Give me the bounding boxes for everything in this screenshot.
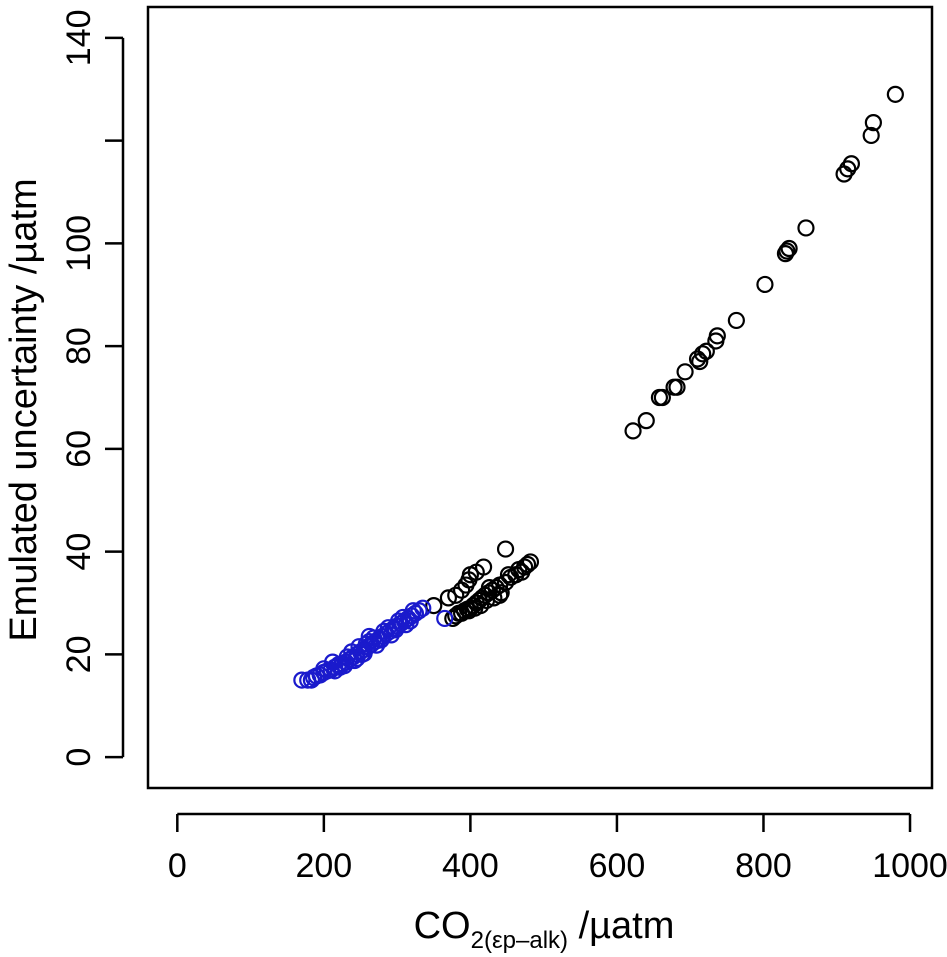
data-point [315,660,333,678]
x-tick-label: 400 [442,847,499,885]
data-point [410,602,428,620]
data-point [496,540,515,558]
data-point [460,602,478,620]
data-point [835,165,853,183]
data-point [727,311,745,330]
data-point [453,581,471,599]
data-point [797,219,815,237]
data-point [839,160,857,178]
x-tick-label: 600 [589,847,646,885]
data-point [436,609,454,628]
x-tick-label: 0 [168,847,187,885]
data-point [379,619,397,637]
data-point [676,363,694,381]
x-axis-title-subscript: 2(εp–alk) [471,927,568,954]
x-axis: 0 200 400 600 800 1000 [168,812,947,885]
data-point [637,412,655,430]
plot-frame [146,5,934,790]
data-point [401,612,419,630]
y-tick-label: 40 [60,533,98,571]
data-point [776,245,795,263]
data-point [624,422,642,440]
y-axis-title: Emulated uncertainty /µatm [3,178,45,641]
data-points [293,85,904,689]
data-point [457,576,475,594]
data-point [756,275,774,294]
data-point [444,609,462,628]
data-point [842,155,861,173]
data-point [425,596,443,615]
series-0 [425,85,904,628]
data-point [688,350,707,368]
y-axis: 0 20 40 60 80 100 140 [60,9,125,767]
y-tick-label: 100 [60,215,98,272]
data-point [862,126,880,145]
data-point [510,561,528,579]
y-tick-label: 140 [60,9,98,66]
data-point [694,345,712,363]
data-point [439,589,458,607]
x-tick-label: 1000 [872,847,947,885]
data-point [302,671,320,689]
data-point [335,657,353,675]
data-point [650,388,669,407]
data-point [447,586,465,604]
data-point [864,114,882,132]
data-point [387,621,405,639]
data-point [326,662,344,680]
data-point [499,566,518,584]
series-1 [293,599,454,689]
x-tick-label: 800 [735,847,792,885]
data-point [355,644,373,662]
x-axis-title: CO2(εp–alk) /µatm [414,905,675,954]
data-point [491,586,509,604]
data-point [414,599,432,617]
data-point [886,85,904,103]
data-point [665,378,683,396]
data-point [707,332,725,350]
x-axis-title-main: CO [414,905,471,947]
data-point [521,553,540,571]
y-tick-label: 60 [60,430,98,468]
x-axis-title-unit: /µatm [568,905,674,947]
y-tick-label: 0 [60,748,98,767]
y-tick-label: 20 [60,635,98,673]
data-point [691,352,709,371]
y-tick-label: 80 [60,327,98,365]
data-point [365,629,383,647]
x-tick-label: 200 [295,847,352,885]
data-point [372,631,390,649]
